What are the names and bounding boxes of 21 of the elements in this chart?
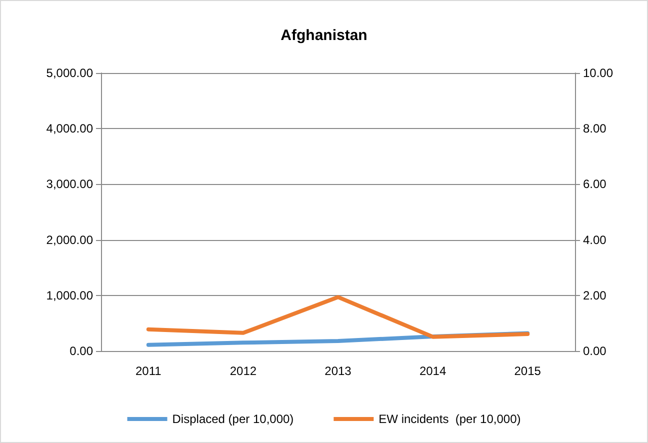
y2-tick-label: 8.00 (583, 122, 607, 136)
y2-tick-label: 0.00 (583, 344, 607, 358)
y2-tick-label: 4.00 (583, 232, 607, 247)
line-series (146, 295, 530, 339)
x-tick-label: 2013 (324, 364, 352, 378)
y-tick-label: 3,000.00 (46, 177, 94, 192)
y-tick-label: 1,000.00 (46, 288, 94, 302)
x-tick-label: 2015 (514, 364, 542, 378)
y2-tick-label: 2.00 (583, 288, 607, 302)
y2-tick-label: 10.00 (583, 66, 614, 80)
y-tick-label: 4,000.00 (46, 122, 94, 136)
legend-label: EW incidents (per 10,000) (378, 412, 521, 426)
y-tick-label: 2,000.00 (46, 232, 94, 247)
y-tick-label: 0.00 (70, 344, 94, 358)
y-tick-label: 5,000.00 (46, 66, 94, 80)
legend-label: Displaced (per 10,000) (172, 412, 294, 426)
y2-tick-label: 6.00 (583, 177, 607, 192)
chart-title: Afghanistan (280, 27, 368, 44)
x-tick-label: 2011 (135, 364, 162, 378)
x-tick-label: 2014 (419, 364, 446, 378)
x-tick-label: 2012 (230, 364, 257, 378)
